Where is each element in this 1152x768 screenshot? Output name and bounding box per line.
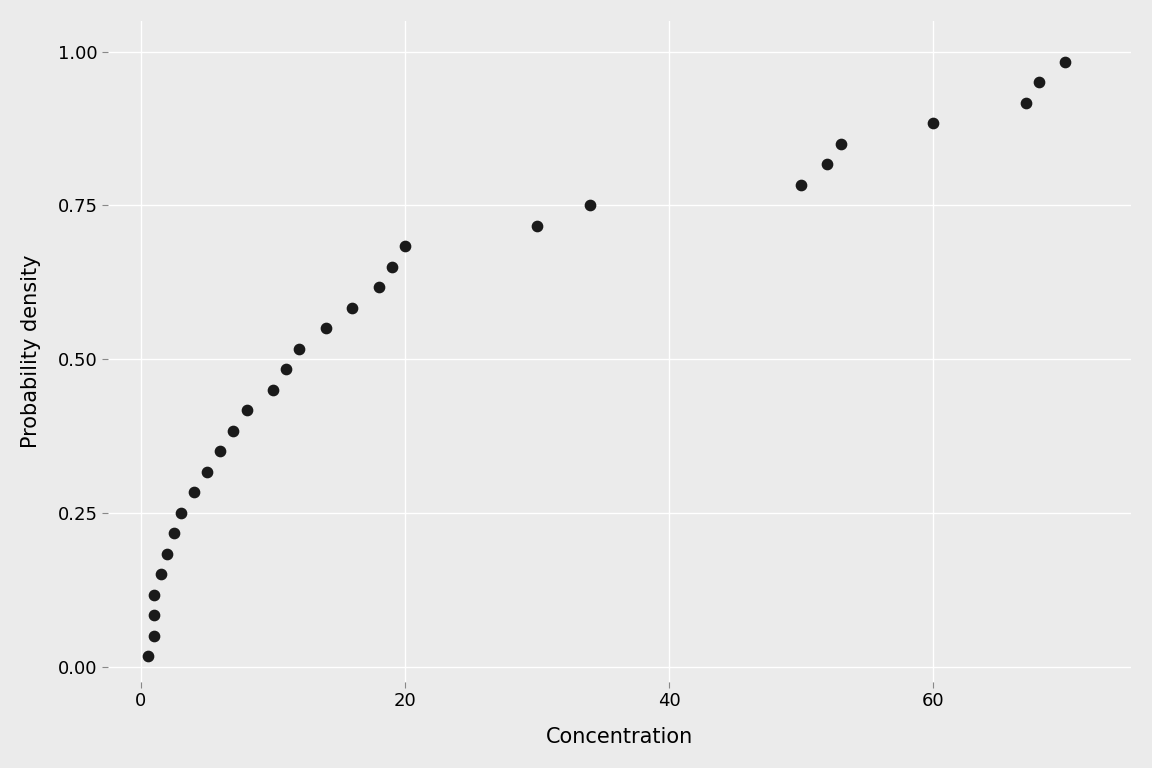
Point — [138, 650, 157, 663]
Point — [145, 589, 164, 601]
Point — [184, 486, 203, 498]
Point — [290, 343, 309, 355]
Point — [528, 220, 546, 232]
Point — [198, 465, 217, 478]
Point — [1056, 56, 1075, 68]
Point — [832, 137, 850, 150]
Point — [343, 302, 362, 314]
Y-axis label: Probability density: Probability density — [21, 255, 40, 449]
Point — [396, 240, 415, 253]
Point — [152, 568, 170, 581]
Point — [581, 199, 599, 211]
Point — [264, 384, 282, 396]
Point — [165, 528, 183, 540]
Point — [158, 548, 176, 560]
Point — [317, 323, 335, 335]
Point — [145, 609, 164, 621]
Point — [818, 158, 836, 170]
X-axis label: Concentration: Concentration — [546, 727, 694, 747]
Point — [1016, 97, 1034, 109]
Point — [276, 363, 295, 376]
Point — [172, 507, 190, 519]
Point — [1030, 76, 1048, 88]
Point — [225, 425, 243, 437]
Point — [370, 281, 388, 293]
Point — [237, 404, 256, 416]
Point — [145, 630, 164, 642]
Point — [791, 179, 810, 191]
Point — [211, 445, 229, 458]
Point — [382, 260, 401, 273]
Point — [924, 118, 942, 130]
